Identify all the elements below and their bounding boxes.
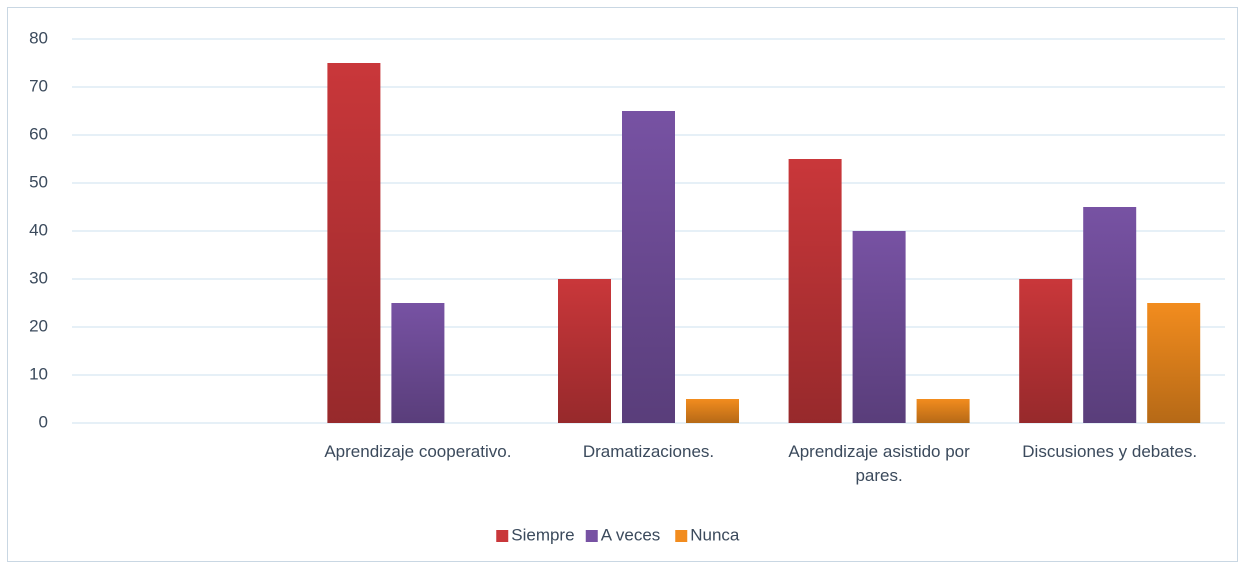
- y-tick-label: 30: [29, 268, 48, 287]
- bar-shade: [852, 231, 906, 423]
- legend-label: Nunca: [690, 525, 740, 544]
- x-tick-label: Aprendizaje cooperativo.: [324, 442, 512, 461]
- bar-shade: [1083, 207, 1137, 423]
- bar-shade: [391, 303, 445, 423]
- bar-shade: [1019, 279, 1073, 423]
- chart-border: [7, 7, 1238, 562]
- legend-label: Siempre: [511, 525, 574, 544]
- legend-swatch: [585, 530, 598, 542]
- x-tick-label: Dramatizaciones.: [582, 442, 715, 461]
- y-tick-label: 70: [29, 76, 48, 95]
- y-tick-label: 50: [29, 172, 48, 191]
- y-tick-label: 80: [29, 28, 48, 47]
- bar-shade: [916, 399, 970, 423]
- y-tick-label: 0: [39, 412, 48, 431]
- bar-shade: [686, 399, 739, 423]
- y-tick-label: 60: [29, 124, 48, 143]
- y-tick-label: 10: [29, 364, 48, 383]
- bar-shade: [1147, 303, 1201, 423]
- x-tick-label: Aprendizaje asistido por pares.: [788, 442, 970, 485]
- bar-shade: [558, 279, 611, 423]
- bar-shade: [327, 63, 381, 423]
- y-tick-label: 40: [29, 220, 48, 239]
- legend-swatch: [496, 530, 509, 542]
- bar-shade: [622, 111, 675, 423]
- bar-shade: [788, 159, 842, 423]
- legend-label: A veces: [601, 525, 661, 544]
- legend-swatch: [675, 530, 688, 542]
- x-tick-label: Discusiones y debates.: [1022, 442, 1198, 461]
- y-tick-label: 20: [29, 316, 48, 335]
